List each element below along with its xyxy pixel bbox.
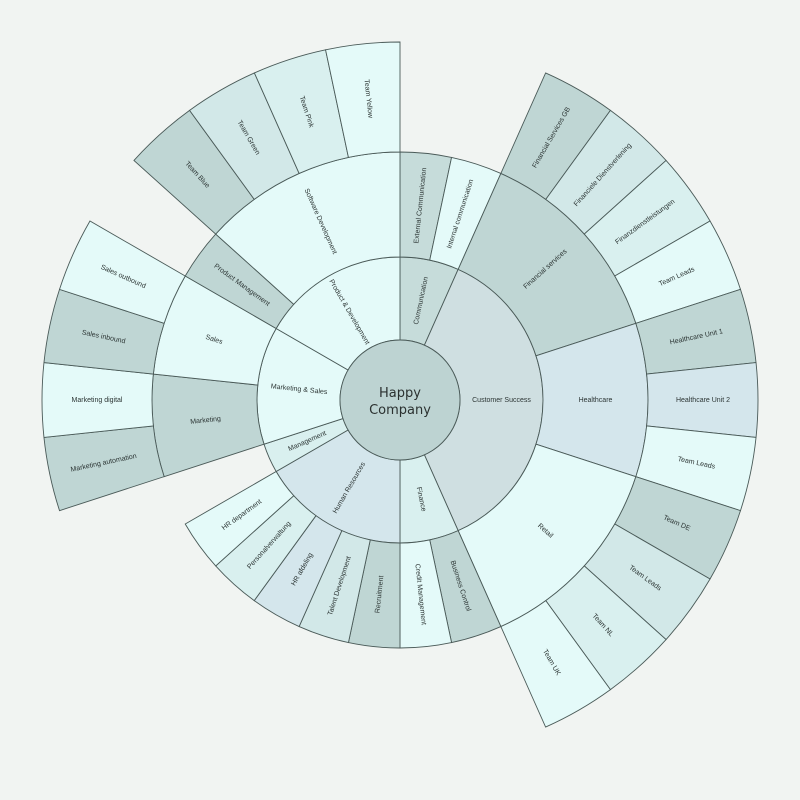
label-marketing: Marketing (190, 416, 221, 426)
label-healthcare-unit-2: Healthcare Unit 2 (676, 397, 730, 404)
segment-team-uk[interactable] (500, 600, 612, 728)
label-customer-success: Customer Success (472, 397, 531, 404)
segment-sales-outbound[interactable] (58, 220, 186, 324)
segment-marketing-automation[interactable] (43, 425, 165, 512)
label-healthcare: Healthcare (579, 397, 613, 404)
center-circle[interactable] (339, 339, 461, 461)
segments-layer (41, 41, 759, 728)
label-team-yellow: Team Yellow (362, 79, 373, 119)
center-node[interactable]: Happy Company (339, 339, 461, 461)
label-marketing-digital: Marketing digital (72, 397, 123, 404)
label-recruitment: Recruitment (374, 575, 385, 613)
segment-marketing[interactable] (151, 373, 265, 478)
center-title-line2: Company (369, 403, 431, 418)
center-title-line1: Happy (379, 386, 421, 401)
segment-team-yellow[interactable] (325, 41, 401, 158)
